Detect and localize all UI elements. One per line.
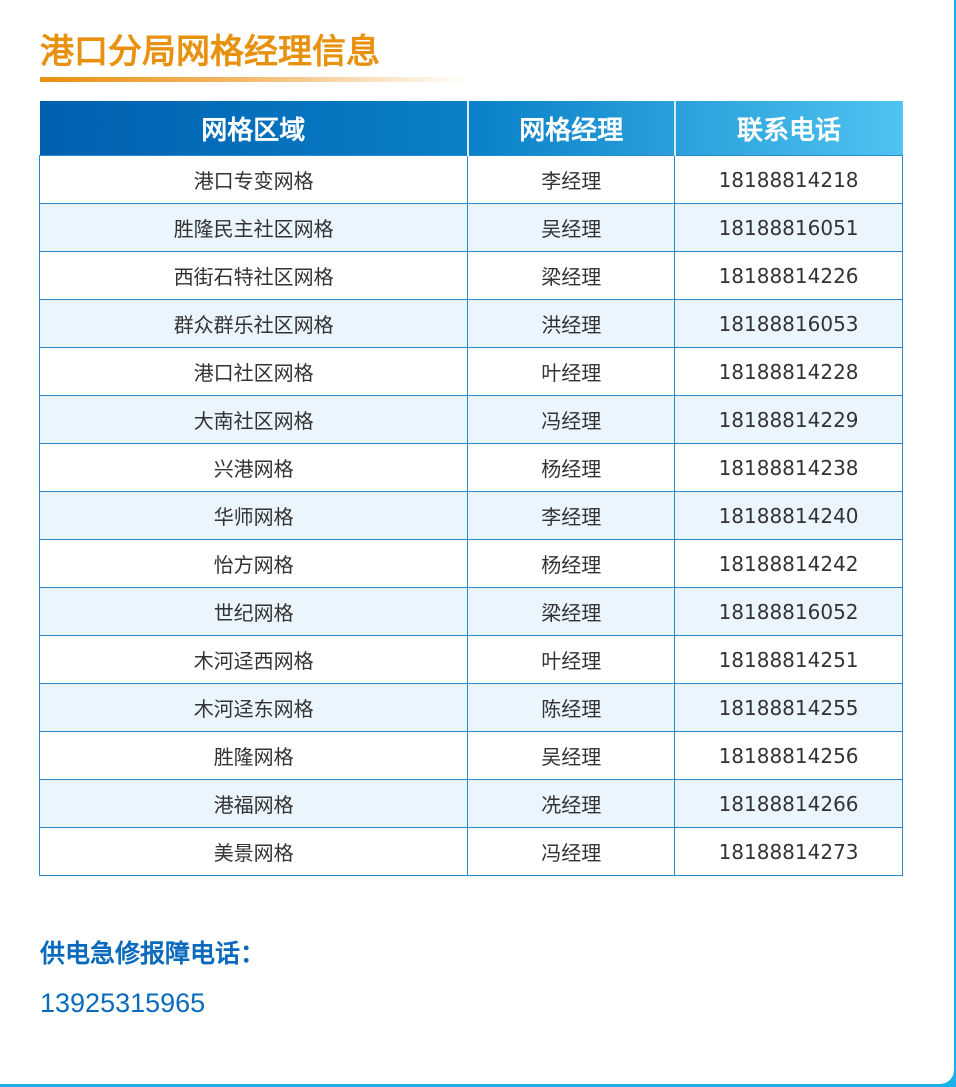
table-row: 世纪网格 梁经理 18188816052 xyxy=(38,587,903,636)
phone-cell: 18188814228 xyxy=(674,347,903,396)
header-phone: 联系电话 xyxy=(673,101,903,156)
phone-cell: 18188816051 xyxy=(674,203,903,252)
phone-cell: 18188814255 xyxy=(674,683,903,732)
table-row: 群众群乐社区网格 洪经理 18188816053 xyxy=(38,299,903,348)
area-cell: 西街石特社区网格 xyxy=(38,251,469,300)
grid-manager-table: 网格区域 网格经理 联系电话 港口专变网格 李经理 18188814218 胜隆民主社… xyxy=(38,101,903,876)
table-row: 怡方网格 杨经理 18188814242 xyxy=(38,539,903,588)
area-cell: 胜隆民主社区网格 xyxy=(38,203,469,252)
manager-cell: 叶经理 xyxy=(467,635,676,684)
area-cell: 胜隆网格 xyxy=(38,731,469,780)
table-row: 胜隆民主社区网格 吴经理 18188816051 xyxy=(38,203,903,252)
area-cell: 美景网格 xyxy=(38,827,469,876)
manager-cell: 吴经理 xyxy=(467,731,676,780)
table-row: 木河迳西网格 叶经理 18188814251 xyxy=(38,635,903,684)
phone-cell: 18188814218 xyxy=(674,155,903,204)
table-row: 港福网格 冼经理 18188814266 xyxy=(38,779,903,828)
manager-cell: 叶经理 xyxy=(467,347,676,396)
manager-cell: 杨经理 xyxy=(467,443,676,492)
area-cell: 世纪网格 xyxy=(38,587,469,636)
area-cell: 华师网格 xyxy=(38,491,469,540)
table-row: 美景网格 冯经理 18188814273 xyxy=(38,827,903,876)
phone-cell: 18188814251 xyxy=(674,635,903,684)
manager-cell: 李经理 xyxy=(467,491,676,540)
phone-cell: 18188814238 xyxy=(674,443,903,492)
table-row: 兴港网格 杨经理 18188814238 xyxy=(38,443,903,492)
area-cell: 木河迳西网格 xyxy=(38,635,469,684)
area-cell: 港口专变网格 xyxy=(38,155,469,204)
phone-cell: 18188814273 xyxy=(674,827,903,876)
manager-cell: 杨经理 xyxy=(467,539,676,588)
manager-cell: 吴经理 xyxy=(467,203,676,252)
manager-cell: 冯经理 xyxy=(467,395,676,444)
phone-cell: 18188814266 xyxy=(674,779,903,828)
table-row: 港口专变网格 李经理 18188814218 xyxy=(38,155,903,204)
table-row: 木河迳东网格 陈经理 18188814255 xyxy=(38,683,903,732)
phone-cell: 18188814242 xyxy=(674,539,903,588)
header-manager: 网格经理 xyxy=(466,101,675,156)
hotline-label: 供电急修报障电话： xyxy=(40,939,266,968)
manager-cell: 冼经理 xyxy=(467,779,676,828)
manager-cell: 梁经理 xyxy=(467,587,676,636)
table-header-row: 网格区域 网格经理 联系电话 xyxy=(39,101,903,156)
phone-cell: 18188814226 xyxy=(674,251,903,300)
area-cell: 群众群乐社区网格 xyxy=(38,299,469,348)
title-underline xyxy=(40,77,470,82)
header-area: 网格区域 xyxy=(201,115,306,146)
phone-cell: 18188814229 xyxy=(674,395,903,444)
manager-cell: 冯经理 xyxy=(467,827,676,876)
manager-cell: 陈经理 xyxy=(467,683,676,732)
manager-cell: 李经理 xyxy=(467,155,676,204)
phone-cell: 18188814240 xyxy=(674,491,903,540)
phone-cell: 18188814256 xyxy=(674,731,903,780)
area-cell: 木河迳东网格 xyxy=(38,683,469,732)
phone-cell: 18188816053 xyxy=(674,299,903,348)
area-cell: 大南社区网格 xyxy=(38,395,469,444)
hotline-number: 13925315965 xyxy=(40,988,206,1018)
manager-cell: 洪经理 xyxy=(467,299,676,348)
table-row: 西街石特社区网格 梁经理 18188814226 xyxy=(38,251,903,300)
area-cell: 港口社区网格 xyxy=(38,347,469,396)
page-title: 港口分局网格经理信息 xyxy=(40,32,380,72)
table-row: 胜隆网格 吴经理 18188814256 xyxy=(38,731,903,780)
table-row: 华师网格 李经理 18188814240 xyxy=(38,491,903,540)
manager-cell: 梁经理 xyxy=(467,251,676,300)
table-row: 大南社区网格 冯经理 18188814229 xyxy=(38,395,903,444)
phone-cell: 18188816052 xyxy=(674,587,903,636)
area-cell: 港福网格 xyxy=(38,779,469,828)
area-cell: 兴港网格 xyxy=(38,443,469,492)
area-cell: 怡方网格 xyxy=(38,539,469,588)
table-row: 港口社区网格 叶经理 18188814228 xyxy=(38,347,903,396)
